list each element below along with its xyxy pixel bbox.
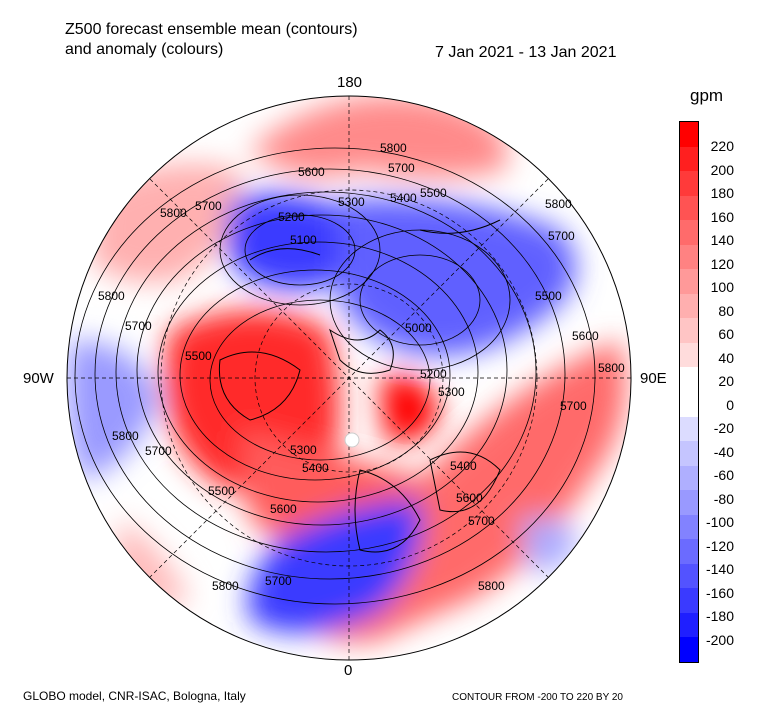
contour-label: 5800 — [112, 429, 139, 443]
graticule — [67, 96, 631, 660]
colorbar-tick-label: 220 — [710, 138, 734, 154]
colorbar-tick-label: 80 — [718, 302, 734, 319]
colorbar-swatch — [680, 367, 698, 392]
colorbar-tick-label: -80 — [713, 490, 734, 507]
colorbar-tick-label: -60 — [713, 467, 734, 483]
contour-label: 5800 — [478, 579, 505, 593]
contour-label: 5100 — [290, 233, 317, 247]
longitude-label-left: 90W — [23, 370, 54, 387]
contour-label: 5800 — [212, 579, 239, 593]
contour-label: 5800 — [380, 141, 407, 155]
contour-label: 5500 — [208, 484, 235, 498]
colorbar-tick-label: 100 — [710, 279, 734, 295]
colorbar-swatch — [680, 293, 698, 319]
colorbar-swatch — [680, 416, 698, 442]
contour-label: 5800 — [598, 361, 625, 375]
contour-label: 5700 — [145, 444, 172, 458]
colorbar-tick-label: 120 — [710, 255, 734, 272]
colorbar-tick-label: -20 — [713, 420, 734, 436]
colorbar-swatch — [680, 465, 698, 491]
title-line-1: Z500 forecast ensemble mean (contours) — [65, 21, 358, 38]
contour-label: 5000 — [405, 321, 432, 335]
colorbar-tick-label: -100 — [705, 514, 734, 530]
contour-label: 5700 — [560, 399, 587, 413]
colorbar-tick-label: -180 — [705, 608, 734, 624]
colorbar-swatch — [680, 318, 698, 343]
colorbar-swatch — [680, 195, 698, 221]
contour-label: 5400 — [390, 191, 417, 205]
contour-label: 5500 — [535, 289, 562, 303]
contour-info: CONTOUR FROM -200 TO 220 BY 20 — [452, 692, 623, 703]
colorbar-tick-label: 20 — [718, 373, 734, 389]
colorbar-tick-label: -40 — [713, 443, 734, 460]
contour-label: 5700 — [195, 199, 222, 213]
contour-label: 5700 — [265, 574, 292, 588]
contour-label: 5200 — [420, 367, 447, 381]
colorbar-tick-label: 140 — [710, 232, 734, 248]
colorbar-tick-label: 200 — [710, 161, 734, 178]
coastlines — [218, 219, 501, 553]
colorbar-swatch — [680, 392, 698, 417]
colorbar-swatch — [680, 146, 698, 172]
date-range: 7 Jan 2021 - 13 Jan 2021 — [435, 44, 617, 61]
contour-label: 5600 — [270, 502, 297, 516]
pole-marker — [344, 432, 360, 448]
colorbar-swatch — [680, 637, 698, 662]
model-credit: GLOBO model, CNR-ISAC, Bologna, Italy — [23, 689, 246, 703]
height-contours — [74, 147, 596, 605]
contour-label: 5300 — [338, 195, 365, 209]
colorbar-swatch — [680, 269, 698, 294]
colorbar-swatch — [680, 122, 698, 147]
map-title: Z500 forecast ensemble mean (contours) a… — [65, 20, 358, 60]
longitude-label-bottom: 0 — [344, 662, 353, 679]
colorbar — [679, 121, 699, 663]
colorbar-swatch — [680, 539, 698, 564]
colorbar-swatch — [680, 563, 698, 589]
contour-label: 5700 — [548, 229, 575, 243]
colorbar-tick-label: 180 — [710, 185, 734, 201]
colorbar-swatch — [680, 171, 698, 196]
contour-labels: 5800 5700 5600 5500 5400 5300 5200 5100 … — [98, 141, 625, 593]
contour-label: 5300 — [438, 385, 465, 399]
contour-label: 5500 — [420, 186, 447, 200]
colorbar-swatch — [680, 514, 698, 540]
contour-label: 5300 — [290, 443, 317, 457]
contour-label: 5800 — [160, 206, 187, 220]
colorbar-swatch — [680, 220, 698, 245]
colorbar-swatch — [680, 588, 698, 613]
colorbar-tick-label: 60 — [718, 326, 734, 342]
colorbar-swatch — [680, 441, 698, 466]
colorbar-swatch — [680, 342, 698, 368]
colorbar-unit: gpm — [690, 86, 724, 105]
colorbar-tick-label: -120 — [705, 537, 734, 554]
title-line-2: and anomaly (colours) — [65, 41, 224, 58]
colorbar-swatch — [680, 490, 698, 515]
contour-label: 5600 — [572, 329, 599, 343]
map-border — [66, 95, 632, 661]
contour-label: 5700 — [125, 319, 152, 333]
contour-label: 5700 — [468, 514, 495, 528]
contour-label: 5400 — [450, 459, 477, 473]
contour-label: 5800 — [98, 289, 125, 303]
contour-label: 5600 — [298, 165, 325, 179]
colorbar-tick-label: 0 — [726, 396, 734, 413]
contour-label: 5500 — [185, 349, 212, 363]
longitude-label-right: 90E — [640, 370, 667, 387]
longitude-label-top: 180 — [337, 74, 363, 91]
colorbar-swatch — [680, 612, 698, 638]
colorbar-tick-label: 40 — [718, 349, 734, 366]
contour-label: 5600 — [456, 491, 483, 505]
contour-label: 5800 — [545, 197, 572, 211]
colorbar-tick-label: -140 — [705, 561, 734, 577]
colorbar-tick-label: 160 — [710, 208, 734, 225]
colorbar-tick-label: -200 — [705, 631, 734, 648]
colorbar-swatch — [680, 244, 698, 270]
contour-label: 5700 — [388, 161, 415, 175]
colorbar-tick-label: -160 — [705, 584, 734, 601]
contour-label: 5200 — [278, 210, 305, 224]
contour-label: 5400 — [302, 461, 329, 475]
